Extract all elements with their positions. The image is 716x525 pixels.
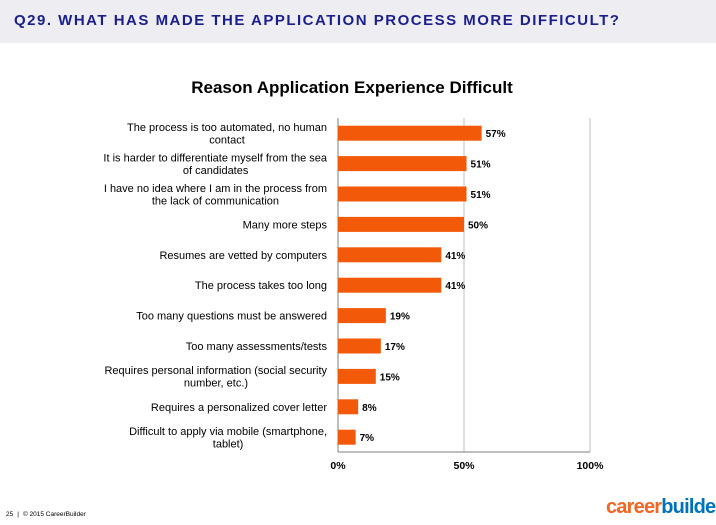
careerbuilder-logo: careerbuilder®	[606, 496, 716, 519]
bar	[338, 368, 376, 384]
data-label: 50%	[468, 220, 488, 231]
category-label: The process takes too long	[195, 280, 327, 292]
data-label: 15%	[380, 372, 400, 383]
data-label: 17%	[385, 342, 405, 353]
page-title: Q29. WHAT HAS MADE THE APPLICATION PROCE…	[14, 12, 621, 29]
category-label: number, etc.)	[184, 378, 248, 390]
bar	[338, 399, 359, 415]
data-label: 57%	[486, 129, 506, 140]
category-label: Requires personal information (social se…	[104, 365, 327, 377]
x-tick-label: 50%	[453, 460, 475, 472]
x-tick-label: 100%	[577, 460, 605, 472]
data-label: 41%	[445, 281, 465, 292]
bar	[338, 247, 442, 263]
category-label: Many more steps	[243, 219, 328, 231]
bar	[338, 216, 464, 232]
category-label: contact	[209, 134, 244, 146]
data-label: 41%	[445, 251, 465, 262]
category-label: of candidates	[183, 165, 249, 177]
bar	[338, 277, 442, 293]
category-label: The process is too automated, no human	[127, 122, 327, 134]
data-label: 51%	[471, 190, 491, 201]
category-label: tablet)	[213, 438, 244, 450]
footer: 25 | © 2015 CareerBuilder	[6, 511, 86, 518]
bar	[338, 186, 467, 202]
category-label: Difficult to apply via mobile (smartphon…	[129, 426, 327, 438]
x-tick-label: 0%	[330, 460, 346, 472]
category-label: Requires a personalized cover letter	[151, 402, 327, 414]
category-label: Too many questions must be answered	[136, 311, 327, 323]
data-label: 51%	[471, 160, 491, 171]
category-label: Too many assessments/tests	[186, 341, 328, 353]
logo-part-career: career	[606, 496, 662, 518]
category-label: Resumes are vetted by computers	[159, 250, 327, 262]
category-label: the lack of communication	[152, 195, 279, 207]
data-label: 8%	[362, 403, 377, 414]
category-label: I have no idea where I am in the process…	[104, 183, 327, 195]
page-number: 25	[6, 511, 14, 518]
bar	[338, 156, 467, 172]
logo-part-builder: builder	[661, 496, 716, 518]
category-label: It is harder to differentiate myself fro…	[103, 152, 327, 164]
bar	[338, 308, 386, 324]
header-band	[0, 0, 716, 43]
bar	[338, 125, 482, 141]
footer-separator: |	[17, 511, 19, 518]
data-label: 7%	[360, 433, 375, 444]
bar	[338, 429, 356, 445]
bar	[338, 338, 381, 354]
data-label: 19%	[390, 312, 410, 323]
chart-title: Reason Application Experience Difficult	[191, 78, 513, 97]
copyright-text: © 2015 CareerBuilder	[22, 511, 86, 518]
